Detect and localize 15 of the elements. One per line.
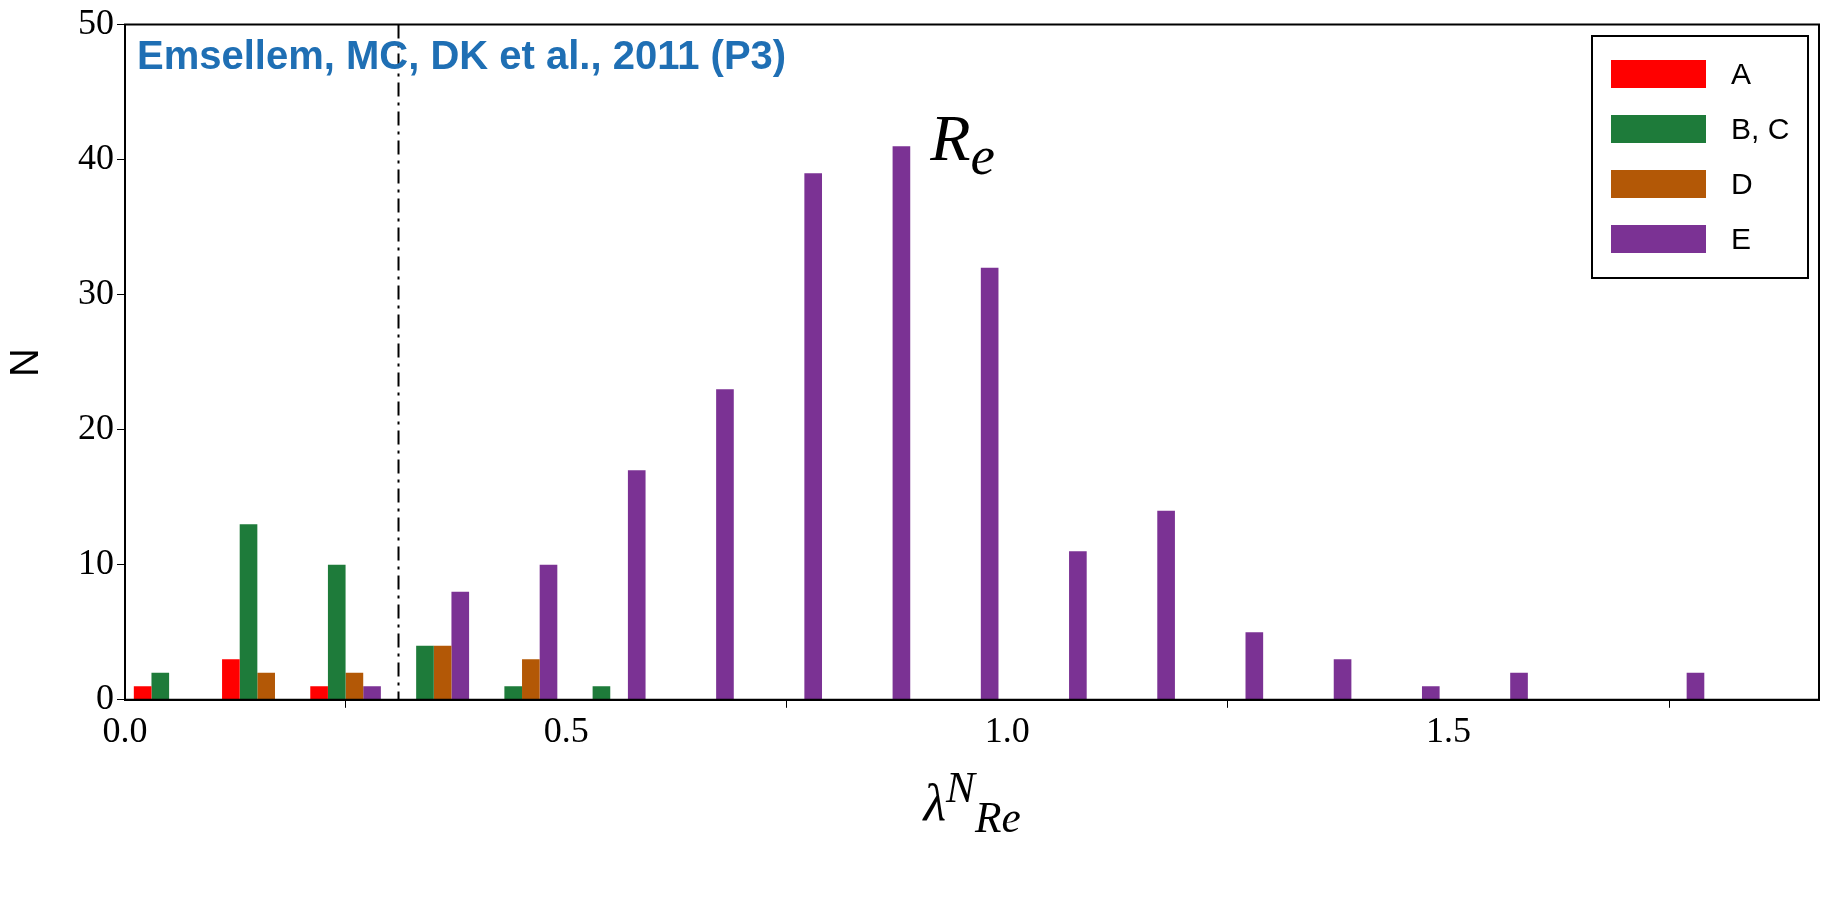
y-tick-label: 20 [78,407,114,448]
y-tick-label: 10 [78,542,114,583]
annotation: R$_{e}$ [930,99,996,187]
legend-label: A [1731,57,1752,92]
y-tick-label: 30 [78,272,114,313]
x-tick-label: 0.5 [543,709,589,750]
y-axis-title: N [1,347,47,377]
legend-label: D [1731,167,1753,202]
y-tick-label: 50 [78,2,114,43]
legend-label: E [1731,222,1752,257]
y-tick-label: 40 [78,137,114,178]
x-tick-label: 1.5 [1425,709,1471,750]
annotation: Emsellem, MC, DK et al., 2011 (P3) [137,32,787,78]
legend-label: B, C [1731,112,1790,147]
x-tick-label: 1.0 [984,709,1030,750]
